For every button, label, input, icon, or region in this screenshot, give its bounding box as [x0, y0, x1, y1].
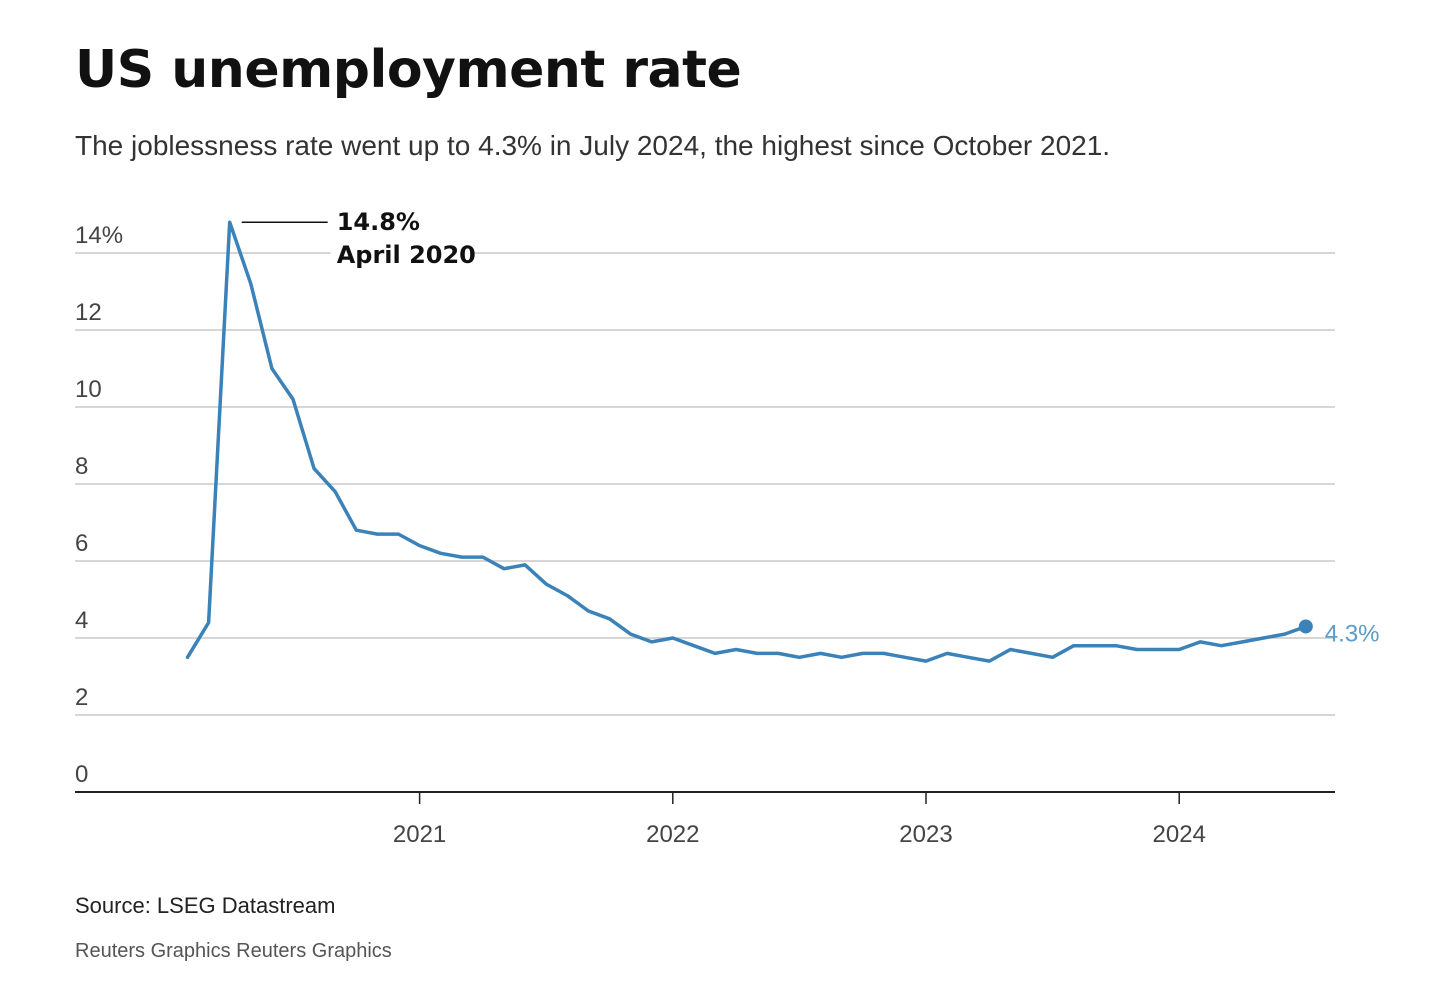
annotation-value: 14.8%: [337, 208, 420, 236]
x-tick-label-2021: 2021: [393, 821, 446, 848]
y-tick-label-10: 10: [75, 376, 102, 403]
unemployment-series-line: [188, 222, 1306, 661]
y-tick-label-8: 8: [75, 453, 88, 480]
y-tick-label-6: 6: [75, 530, 88, 557]
chart-title: US unemployment rate: [75, 40, 741, 100]
x-tick-label-2023: 2023: [899, 821, 952, 848]
peak-annotation: 14.8% April 2020: [242, 208, 476, 271]
x-axis-ticks: 2021 2022 2023 2024: [393, 792, 1206, 848]
chart-subtitle: The joblessness rate went up to 4.3% in …: [75, 130, 1110, 162]
source-note: Source: LSEG Datastream: [75, 893, 335, 919]
y-tick-label-4: 4: [75, 607, 88, 634]
x-tick-label-2022: 2022: [646, 821, 699, 848]
line-chart: 0 2 4 6 8 10 12 14% 2021 2022 2023 2024 14.8% Apri…: [0, 180, 1456, 870]
y-tick-label-2: 2: [75, 684, 88, 711]
latest-value-label: 4.3%: [1325, 620, 1380, 647]
y-tick-label-12: 12: [75, 299, 102, 326]
y-axis-tick-labels: 0 2 4 6 8 10 12 14%: [75, 222, 123, 788]
x-tick-label-2024: 2024: [1153, 821, 1206, 848]
latest-value-dot: [1299, 619, 1313, 633]
grid-lines: [75, 253, 1335, 715]
annotation-date: April 2020: [337, 241, 476, 269]
graphics-credit: Reuters Graphics Reuters Graphics: [75, 940, 392, 963]
y-tick-label-14: 14%: [75, 222, 123, 249]
y-tick-label-0: 0: [75, 761, 88, 788]
